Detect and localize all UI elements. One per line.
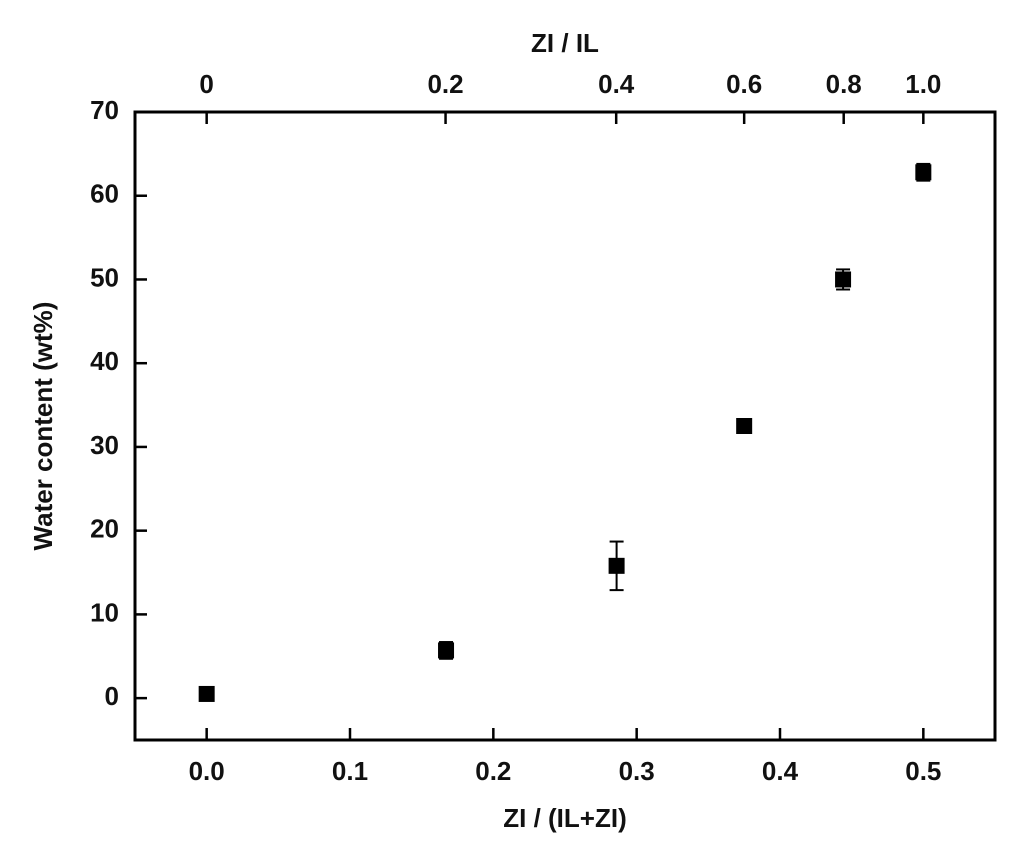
data-point [835, 271, 852, 288]
x-tick-label: 0.1 [332, 756, 368, 786]
x2-tick-label: 0.2 [427, 69, 463, 99]
x2-axis-label: ZI / IL [531, 28, 599, 58]
x2-tick-label: 1.0 [905, 69, 941, 99]
y-tick-label: 40 [90, 346, 119, 376]
x2-tick-label: 0.8 [826, 69, 862, 99]
data-point [198, 685, 215, 702]
data-point [736, 418, 753, 434]
y-tick-label: 10 [90, 597, 119, 627]
y-tick-label: 30 [90, 430, 119, 460]
y-tick-label: 20 [90, 514, 119, 544]
y-tick-label: 70 [90, 95, 119, 125]
x-tick-label: 0.5 [905, 756, 941, 786]
data-point [608, 557, 625, 574]
plot-frame [133, 110, 997, 742]
x2-tick-label: 0.6 [726, 69, 762, 99]
y-tick-label: 0 [105, 681, 119, 711]
y-axis-label: Water content (wt%) [28, 302, 58, 551]
x-tick-label: 0.3 [619, 756, 655, 786]
y-tick-label: 50 [90, 262, 119, 292]
x2-tick-label: 0 [199, 69, 213, 99]
y-tick-label: 60 [90, 179, 119, 209]
x-tick-label: 0.0 [189, 756, 225, 786]
data-point [438, 642, 455, 659]
x-tick-label: 0.4 [762, 756, 799, 786]
x-tick-label: 0.2 [475, 756, 511, 786]
data-point [915, 164, 932, 181]
x2-tick-label: 0.4 [598, 69, 635, 99]
x-axis-label: ZI / (IL+ZI) [503, 803, 627, 833]
